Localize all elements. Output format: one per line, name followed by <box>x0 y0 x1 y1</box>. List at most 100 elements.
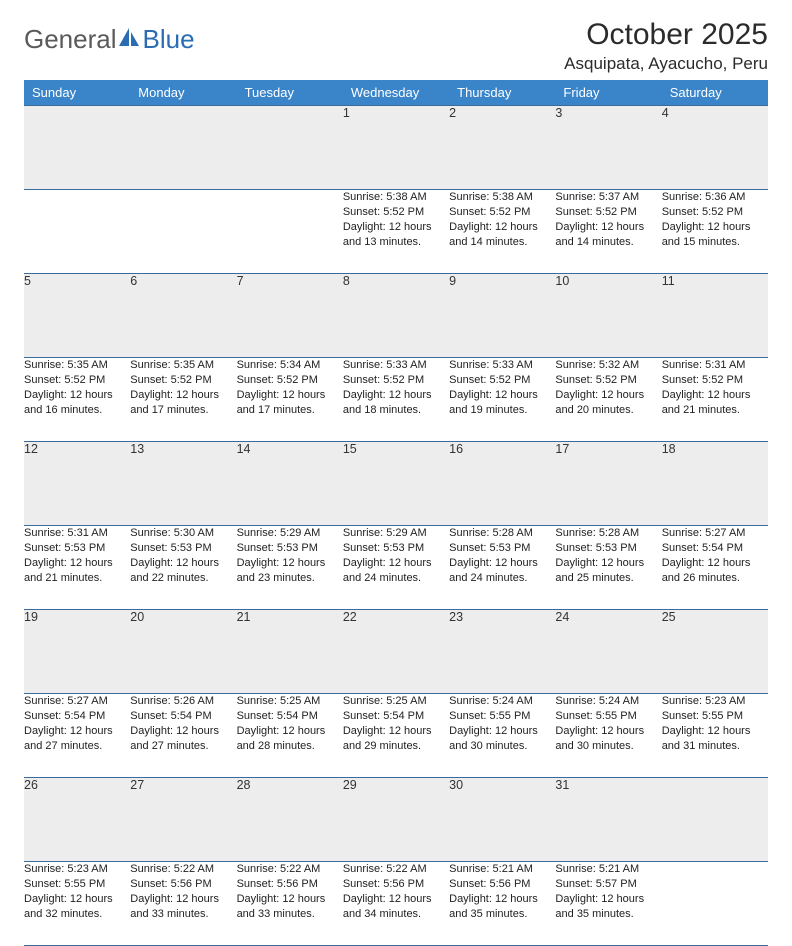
daylight-line: Daylight: 12 hours and 29 minutes. <box>343 724 449 754</box>
day-content-cell: Sunrise: 5:22 AMSunset: 5:56 PMDaylight:… <box>130 862 236 946</box>
day-number-cell: 20 <box>130 610 236 694</box>
day-content-cell: Sunrise: 5:36 AMSunset: 5:52 PMDaylight:… <box>662 190 768 274</box>
calendar-table: SundayMondayTuesdayWednesdayThursdayFrid… <box>24 80 768 946</box>
day-number-cell: 8 <box>343 274 449 358</box>
day-number-cell: 24 <box>555 610 661 694</box>
sunrise-line: Sunrise: 5:31 AM <box>662 358 768 373</box>
day-number-cell: 28 <box>237 778 343 862</box>
day-content-cell: Sunrise: 5:28 AMSunset: 5:53 PMDaylight:… <box>449 526 555 610</box>
day-content-cell: Sunrise: 5:29 AMSunset: 5:53 PMDaylight:… <box>343 526 449 610</box>
sunrise-line: Sunrise: 5:24 AM <box>449 694 555 709</box>
daylight-line: Daylight: 12 hours and 15 minutes. <box>662 220 768 250</box>
sunset-line: Sunset: 5:52 PM <box>555 205 661 220</box>
day-content-cell: Sunrise: 5:35 AMSunset: 5:52 PMDaylight:… <box>130 358 236 442</box>
sail-icon <box>117 26 143 53</box>
day-number-cell: 16 <box>449 442 555 526</box>
day-number-cell: 25 <box>662 610 768 694</box>
sunrise-line: Sunrise: 5:37 AM <box>555 190 661 205</box>
sunrise-line: Sunrise: 5:21 AM <box>555 862 661 877</box>
sunrise-line: Sunrise: 5:24 AM <box>555 694 661 709</box>
day-content-cell: Sunrise: 5:24 AMSunset: 5:55 PMDaylight:… <box>449 694 555 778</box>
daylight-line: Daylight: 12 hours and 17 minutes. <box>130 388 236 418</box>
sunrise-line: Sunrise: 5:22 AM <box>130 862 236 877</box>
daylight-line: Daylight: 12 hours and 22 minutes. <box>130 556 236 586</box>
sunrise-line: Sunrise: 5:30 AM <box>130 526 236 541</box>
day-number-cell <box>662 778 768 862</box>
day-number-cell: 14 <box>237 442 343 526</box>
day-number-cell: 23 <box>449 610 555 694</box>
daylight-line: Daylight: 12 hours and 16 minutes. <box>24 388 130 418</box>
day-number-cell: 6 <box>130 274 236 358</box>
sunrise-line: Sunrise: 5:23 AM <box>662 694 768 709</box>
sunrise-line: Sunrise: 5:33 AM <box>343 358 449 373</box>
day-number-cell: 22 <box>343 610 449 694</box>
weekday-header: Saturday <box>662 80 768 106</box>
day-number-cell: 7 <box>237 274 343 358</box>
day-content-cell: Sunrise: 5:38 AMSunset: 5:52 PMDaylight:… <box>449 190 555 274</box>
title-block: October 2025 Asquipata, Ayacucho, Peru <box>564 18 768 74</box>
sunrise-line: Sunrise: 5:35 AM <box>130 358 236 373</box>
sunset-line: Sunset: 5:56 PM <box>343 877 449 892</box>
sunrise-line: Sunrise: 5:29 AM <box>237 526 343 541</box>
day-content-cell <box>237 190 343 274</box>
day-content-cell: Sunrise: 5:29 AMSunset: 5:53 PMDaylight:… <box>237 526 343 610</box>
weekday-header: Friday <box>555 80 661 106</box>
daylight-line: Daylight: 12 hours and 35 minutes. <box>449 892 555 922</box>
day-number-cell: 12 <box>24 442 130 526</box>
daylight-line: Daylight: 12 hours and 20 minutes. <box>555 388 661 418</box>
weekday-header: Wednesday <box>343 80 449 106</box>
sunset-line: Sunset: 5:52 PM <box>130 373 236 388</box>
sunrise-line: Sunrise: 5:32 AM <box>555 358 661 373</box>
daylight-line: Daylight: 12 hours and 13 minutes. <box>343 220 449 250</box>
sunrise-line: Sunrise: 5:21 AM <box>449 862 555 877</box>
sunset-line: Sunset: 5:52 PM <box>449 373 555 388</box>
sunset-line: Sunset: 5:54 PM <box>662 541 768 556</box>
day-content-cell: Sunrise: 5:32 AMSunset: 5:52 PMDaylight:… <box>555 358 661 442</box>
day-number-cell: 18 <box>662 442 768 526</box>
sunset-line: Sunset: 5:54 PM <box>24 709 130 724</box>
day-content-cell: Sunrise: 5:28 AMSunset: 5:53 PMDaylight:… <box>555 526 661 610</box>
sunrise-line: Sunrise: 5:25 AM <box>237 694 343 709</box>
sunset-line: Sunset: 5:54 PM <box>237 709 343 724</box>
day-number-cell: 4 <box>662 106 768 190</box>
sunrise-line: Sunrise: 5:29 AM <box>343 526 449 541</box>
day-number-cell: 19 <box>24 610 130 694</box>
sunset-line: Sunset: 5:53 PM <box>237 541 343 556</box>
daylight-line: Daylight: 12 hours and 30 minutes. <box>555 724 661 754</box>
sunset-line: Sunset: 5:56 PM <box>237 877 343 892</box>
day-content-cell: Sunrise: 5:23 AMSunset: 5:55 PMDaylight:… <box>662 694 768 778</box>
day-number-cell: 31 <box>555 778 661 862</box>
sunset-line: Sunset: 5:55 PM <box>662 709 768 724</box>
sunrise-line: Sunrise: 5:38 AM <box>343 190 449 205</box>
daylight-line: Daylight: 12 hours and 25 minutes. <box>555 556 661 586</box>
sunrise-line: Sunrise: 5:26 AM <box>130 694 236 709</box>
daylight-line: Daylight: 12 hours and 14 minutes. <box>449 220 555 250</box>
day-content-cell: Sunrise: 5:23 AMSunset: 5:55 PMDaylight:… <box>24 862 130 946</box>
sunrise-line: Sunrise: 5:33 AM <box>449 358 555 373</box>
sunset-line: Sunset: 5:52 PM <box>449 205 555 220</box>
sunset-line: Sunset: 5:52 PM <box>237 373 343 388</box>
day-number-cell: 29 <box>343 778 449 862</box>
sunset-line: Sunset: 5:56 PM <box>130 877 236 892</box>
day-content-cell: Sunrise: 5:35 AMSunset: 5:52 PMDaylight:… <box>24 358 130 442</box>
day-number-cell: 27 <box>130 778 236 862</box>
sunrise-line: Sunrise: 5:34 AM <box>237 358 343 373</box>
weekday-header: Tuesday <box>237 80 343 106</box>
day-number-cell: 30 <box>449 778 555 862</box>
sunset-line: Sunset: 5:52 PM <box>24 373 130 388</box>
daylight-line: Daylight: 12 hours and 26 minutes. <box>662 556 768 586</box>
sunrise-line: Sunrise: 5:31 AM <box>24 526 130 541</box>
day-content-cell: Sunrise: 5:21 AMSunset: 5:57 PMDaylight:… <box>555 862 661 946</box>
day-number-cell <box>237 106 343 190</box>
day-number-cell: 26 <box>24 778 130 862</box>
day-content-cell: Sunrise: 5:25 AMSunset: 5:54 PMDaylight:… <box>343 694 449 778</box>
day-content-cell: Sunrise: 5:22 AMSunset: 5:56 PMDaylight:… <box>343 862 449 946</box>
sunset-line: Sunset: 5:52 PM <box>343 373 449 388</box>
day-content-cell: Sunrise: 5:31 AMSunset: 5:53 PMDaylight:… <box>24 526 130 610</box>
day-content-cell: Sunrise: 5:22 AMSunset: 5:56 PMDaylight:… <box>237 862 343 946</box>
daylight-line: Daylight: 12 hours and 30 minutes. <box>449 724 555 754</box>
sunrise-line: Sunrise: 5:28 AM <box>449 526 555 541</box>
brand-part1: General <box>24 24 117 55</box>
sunrise-line: Sunrise: 5:27 AM <box>662 526 768 541</box>
daylight-line: Daylight: 12 hours and 32 minutes. <box>24 892 130 922</box>
